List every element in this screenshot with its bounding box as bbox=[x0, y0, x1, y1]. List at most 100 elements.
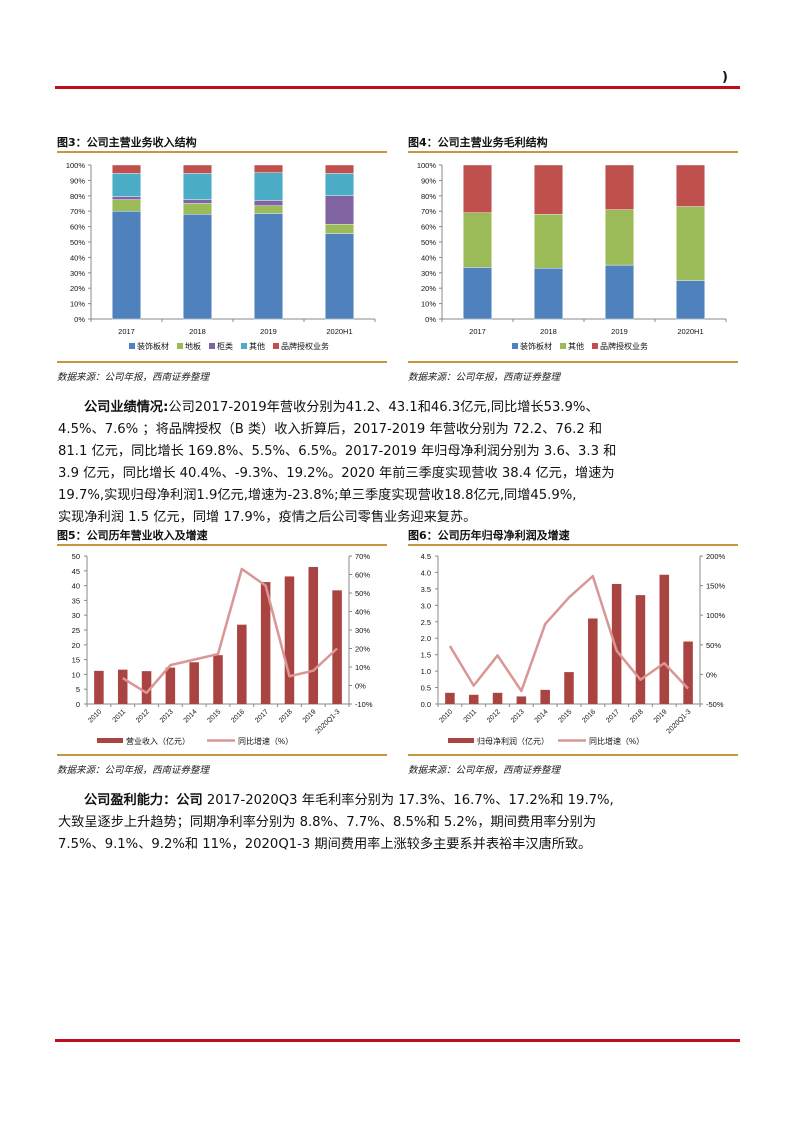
bar bbox=[213, 655, 223, 704]
x-tick-label: 2016 bbox=[581, 708, 597, 724]
bar bbox=[588, 618, 598, 704]
y-tick-label: 20% bbox=[70, 284, 85, 293]
bar bbox=[237, 624, 247, 704]
bar-segment bbox=[183, 199, 212, 204]
bar bbox=[683, 641, 693, 704]
y-left-tick-label: 0.0 bbox=[421, 700, 431, 709]
bar-segment bbox=[325, 173, 354, 196]
bar-segment bbox=[534, 214, 563, 269]
bar-segment bbox=[534, 164, 563, 215]
y-right-tick-label: 200% bbox=[706, 552, 726, 561]
bar-segment bbox=[676, 280, 705, 320]
legend-label: 装饰板材 bbox=[520, 341, 552, 351]
y-tick-label: 70% bbox=[70, 207, 85, 216]
x-tick-label: 2020Q1-3 bbox=[666, 708, 693, 735]
x-tick-label: 2011 bbox=[463, 708, 479, 724]
y-tick-label: 50% bbox=[70, 238, 85, 247]
y-left-tick-label: 15 bbox=[72, 656, 80, 665]
y-tick-label: 80% bbox=[421, 192, 436, 201]
y-left-tick-label: 0.5 bbox=[421, 684, 431, 693]
legend-swatch bbox=[241, 343, 247, 349]
bar bbox=[165, 667, 176, 704]
x-tick-label: 2020Q1-3 bbox=[315, 708, 342, 735]
legend-label: 同比增速（%） bbox=[238, 736, 293, 746]
y-tick-label: 40% bbox=[421, 253, 436, 262]
bar-segment bbox=[325, 195, 354, 225]
y-right-tick-label: 100% bbox=[706, 611, 726, 620]
bar bbox=[260, 582, 271, 704]
y-right-tick-label: 50% bbox=[706, 641, 721, 650]
bar bbox=[284, 576, 295, 704]
y-right-tick-label: 10% bbox=[355, 663, 370, 672]
x-tick-label: 2013 bbox=[159, 708, 175, 724]
growth-line bbox=[448, 574, 690, 693]
bar-line-chart: 0.0 0.5 1.0 1.5 2.0 2.5 3.0 3.5 4.0 4.5 -50% 0% 50% 1… bbox=[421, 552, 726, 746]
figure-source: 数据来源：公司年报，西南证券整理 bbox=[408, 765, 561, 776]
chart-frame: 0 5 10 15 20 25 30 35 40 45 50 -10% 0% 10% 20% 30% 40% 50… bbox=[57, 544, 387, 756]
figure-title: 图3：公司主营业务收入结构 bbox=[57, 136, 197, 149]
para-line: 公司业绩情况:公司2017-2019年营收分别为41.2、43.1和46.3亿元… bbox=[58, 397, 740, 419]
y-right-tick-label: 60% bbox=[355, 571, 370, 580]
bar-segment bbox=[605, 164, 634, 210]
para-lead: 公司盈利能力：公司 bbox=[84, 793, 203, 808]
x-tick-label: 2020H1 bbox=[677, 327, 703, 336]
figure-4: 图4：公司主营业务毛利结构 0% 10% 20% 30% 40% 50% 60% 70% 80%… bbox=[408, 135, 738, 383]
legend-swatch bbox=[129, 343, 135, 349]
x-tick-label: 2017 bbox=[605, 708, 621, 724]
y-left-tick-label: 45 bbox=[72, 567, 80, 576]
y-tick-label: 10% bbox=[70, 300, 85, 309]
figure-title: 图4：公司主营业务毛利结构 bbox=[408, 136, 548, 149]
bar bbox=[611, 583, 622, 704]
para-line: 81.1 亿元，同比增长 169.8%、5.5%、6.5%。2017-2019 … bbox=[58, 444, 617, 459]
paragraph-performance: 公司业绩情况:公司2017-2019年营收分别为41.2、43.1和46.3亿元… bbox=[58, 397, 740, 529]
legend-label: 同比增速（%） bbox=[589, 736, 644, 746]
legend-swatch bbox=[448, 738, 474, 743]
legend-swatch bbox=[177, 343, 183, 349]
x-tick-label: 2016 bbox=[230, 708, 246, 724]
figure-5: 图5：公司历年营业收入及增速 0 5 10 15 20 25 30 35 40 45 50 -10% 0… bbox=[57, 528, 387, 776]
legend-label: 装饰板材 bbox=[137, 341, 169, 351]
legend-swatch bbox=[592, 343, 598, 349]
y-left-tick-label: 3.5 bbox=[421, 585, 431, 594]
bar-segment bbox=[254, 213, 283, 320]
x-tick-label: 2019 bbox=[611, 327, 628, 336]
figure-6: 图6：公司历年归母净利润及增速 0.0 0.5 1.0 1.5 2.0 2.5 3.0 3.5… bbox=[408, 528, 738, 776]
x-tick-label: 2012 bbox=[135, 708, 151, 724]
y-left-tick-label: 25 bbox=[72, 626, 80, 635]
legend-label: 其他 bbox=[249, 341, 265, 351]
y-tick-label: 100% bbox=[66, 161, 86, 170]
legend-swatch bbox=[97, 738, 123, 743]
y-left-tick-label: 10 bbox=[72, 670, 80, 679]
bar-segment bbox=[325, 164, 354, 174]
y-right-tick-label: 150% bbox=[706, 582, 726, 591]
para-line: 实现净利润 1.5 亿元，同增 17.9%，疫情之后公司零售业务迎来复苏。 bbox=[58, 510, 477, 525]
y-right-tick-label: 70% bbox=[355, 552, 370, 561]
y-left-tick-label: 30 bbox=[72, 611, 80, 620]
x-tick-label: 2020H1 bbox=[326, 327, 352, 336]
y-right-tick-label: 0% bbox=[706, 670, 717, 679]
footer-rule bbox=[55, 1039, 740, 1042]
bar bbox=[635, 595, 646, 704]
x-tick-label: 2019 bbox=[260, 327, 277, 336]
y-tick-label: 20% bbox=[421, 284, 436, 293]
bar-segment bbox=[463, 164, 492, 213]
stacked-bar-chart: 0% 10% 20% 30% 40% 50% 60% 70% 80% 90% 100% 2017 201… bbox=[66, 161, 376, 351]
bar bbox=[94, 670, 104, 704]
legend-label: 柜类 bbox=[217, 341, 233, 351]
bar bbox=[564, 672, 574, 704]
growth-line bbox=[122, 567, 338, 695]
y-left-tick-label: 1.5 bbox=[421, 651, 431, 660]
chart-frame: 0% 10% 20% 30% 40% 50% 60% 70% 80% 90% 100% 2017 201… bbox=[57, 151, 387, 363]
x-tick-label: 2013 bbox=[510, 708, 526, 724]
bar-segment bbox=[254, 172, 283, 201]
bar-segment bbox=[183, 203, 212, 215]
figure-source: 数据来源：公司年报，西南证券整理 bbox=[57, 372, 210, 383]
x-tick-label: 2017 bbox=[469, 327, 486, 336]
para-text: 公司2017-2019年营收分别为41.2、43.1和46.3亿元,同比增长53… bbox=[168, 400, 599, 415]
legend-label: 其他 bbox=[568, 341, 584, 351]
y-tick-label: 100% bbox=[417, 161, 437, 170]
y-tick-label: 90% bbox=[421, 176, 436, 185]
y-tick-label: 0% bbox=[74, 315, 85, 324]
bar-segment bbox=[676, 206, 705, 281]
y-left-tick-label: 40 bbox=[72, 582, 80, 591]
